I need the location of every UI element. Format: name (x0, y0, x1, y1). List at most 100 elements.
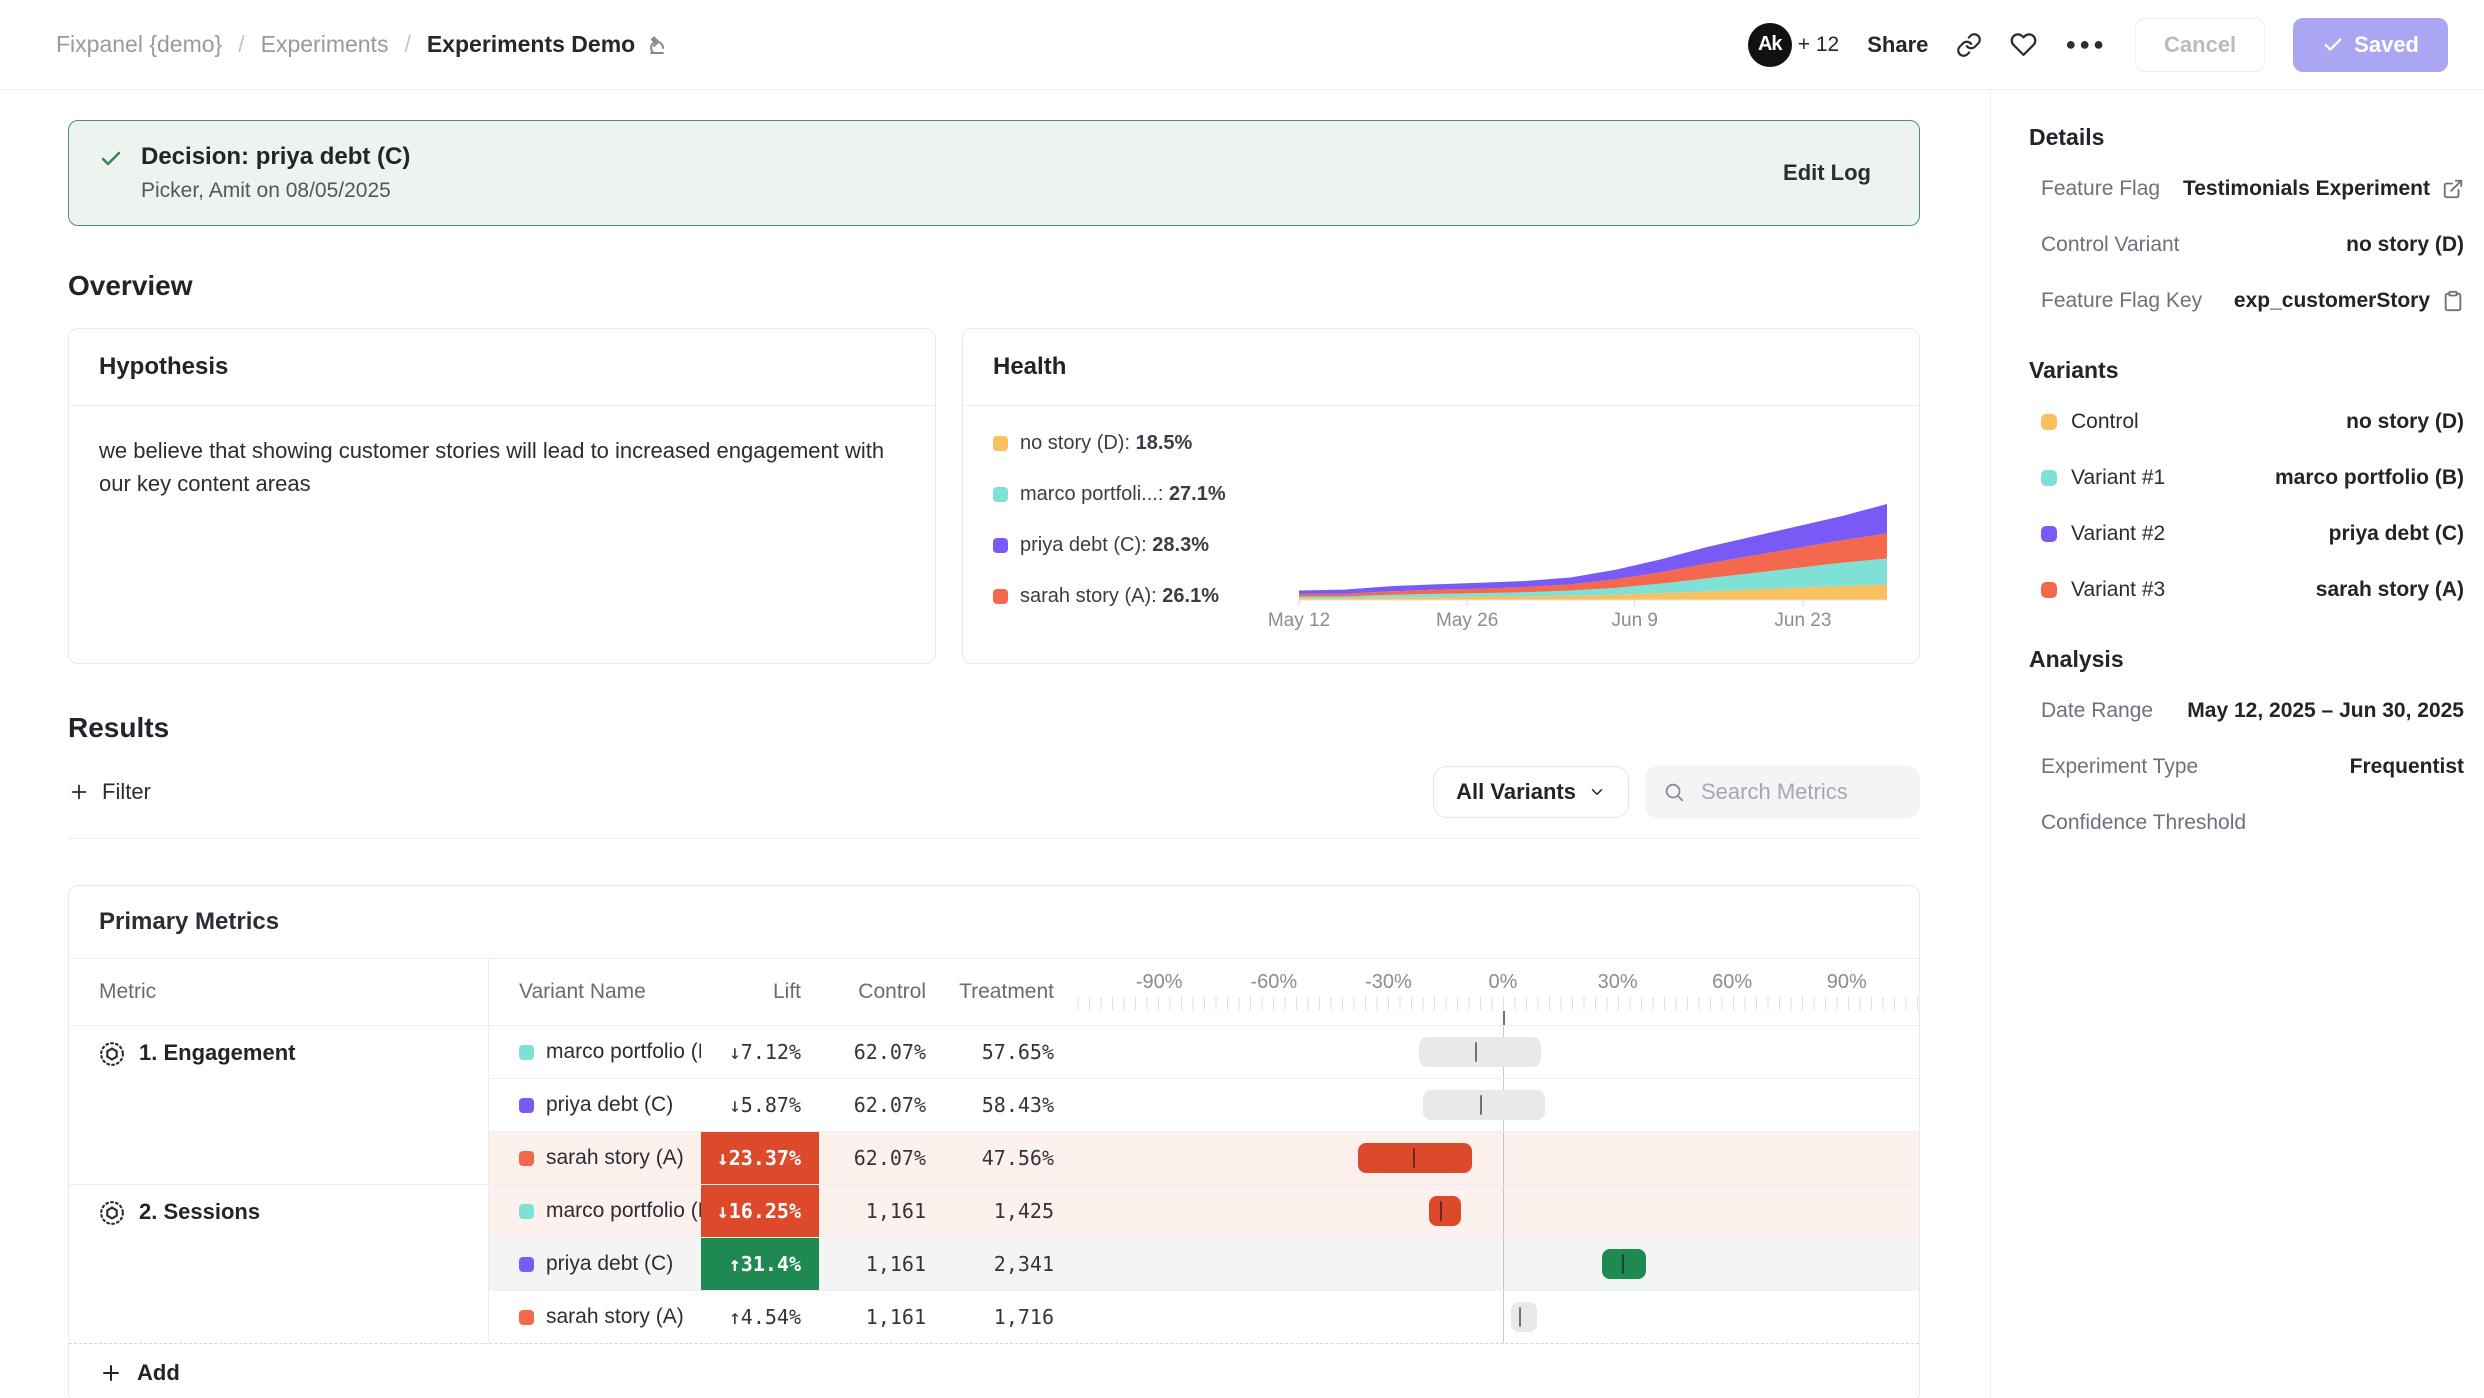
control-value: 62.07% (853, 1146, 926, 1170)
variant-label: Variant #1 (2071, 466, 2166, 489)
variant-value: priya debt (C) (2328, 522, 2464, 545)
legend-item: sarah story (A): 26.1% (993, 585, 1293, 608)
external-link-icon[interactable] (2442, 178, 2464, 200)
table-row[interactable]: priya debt (C) ↓5.87% 62.07% 58.43% (489, 1078, 1919, 1131)
lift-value: ↓23.37% (701, 1132, 819, 1184)
metric-cell[interactable]: 2. Sessions (69, 1185, 489, 1343)
variant-row: Variant #1 marco portfolio (B) (2029, 466, 2464, 490)
main-content: Decision: priya debt (C) Picker, Amit on… (0, 90, 1990, 1398)
legend-value: 27.1% (1168, 483, 1226, 505)
copy-link-icon[interactable] (1956, 32, 1982, 58)
share-button[interactable]: Share (1867, 31, 1929, 57)
more-options-icon[interactable]: ●●● (2065, 34, 2108, 54)
breadcrumb-separator: / (238, 31, 245, 57)
copy-clipboard-icon[interactable] (2442, 290, 2464, 312)
saved-button[interactable]: Saved (2293, 17, 2448, 72)
control-value: 1,161 (865, 1305, 926, 1329)
lift-value: ↓5.87% (728, 1093, 801, 1117)
decision-subtitle: Picker, Amit on 08/05/2025 (141, 179, 391, 202)
variant-cell: priya debt (C) (489, 1093, 701, 1117)
hypothesis-body: we believe that showing customer stories… (99, 438, 885, 496)
ci-axis: -90% -60% -30% 0% 30% 60% 90% (1072, 959, 1919, 1025)
treatment-value: 1,716 (993, 1305, 1054, 1329)
variant-cell: priya debt (C) (489, 1252, 701, 1276)
table-row[interactable]: priya debt (C) ↑31.4% 1,161 2,341 (489, 1237, 1919, 1290)
lift-point-tick (1519, 1307, 1522, 1327)
search-icon (1663, 781, 1685, 803)
add-metric-button[interactable]: Add (99, 1360, 1919, 1386)
column-treatment: Treatment (959, 980, 1054, 1003)
plus-icon (71, 784, 87, 800)
ci-axis-ruler (1072, 997, 1919, 1010)
variant-name: priya debt (C) (546, 1252, 674, 1275)
decision-banner: Decision: priya debt (C) Picker, Amit on… (68, 120, 1920, 226)
confidence-interval-bar (1428, 1196, 1461, 1226)
lift-point-tick (1621, 1254, 1624, 1274)
health-card: Health no story (D): 18.5% marco portfoli… (962, 328, 1920, 664)
breadcrumb: Fixpanel {demo} / Experiments / Experime… (56, 31, 669, 58)
variant-row: Variant #3 sarah story (A) (2029, 578, 2464, 602)
svg-text:May 12: May 12 (1268, 610, 1330, 631)
avatar[interactable]: Ak (1747, 22, 1792, 67)
edit-log-button[interactable]: Edit Log (1783, 160, 1871, 185)
treatment-value: 1,425 (993, 1199, 1054, 1223)
variants-heading: Variants (2029, 357, 2119, 383)
date-range-row: Date Range May 12, 2025 – Jun 30, 2025 (2029, 699, 2464, 723)
breadcrumb-experiments[interactable]: Experiments (260, 31, 389, 57)
cancel-button[interactable]: Cancel (2135, 17, 2266, 72)
primary-metrics-card: Primary Metrics Metric Variant Name Lift… (68, 885, 1920, 1398)
favorite-heart-icon[interactable] (2010, 31, 2037, 58)
table-row[interactable]: marco portfolio (B)↓16.25% 1,161 1,425 (489, 1185, 1919, 1237)
feature-flag-label: Feature Flag (2041, 177, 2161, 200)
table-row[interactable]: marco portfolio (B) ↓7.12% 62.07% 57.65% (489, 1026, 1919, 1078)
variant-value: no story (D) (2346, 410, 2464, 433)
plus-icon (103, 1365, 119, 1381)
variant-swatch (519, 1203, 534, 1219)
add-filter-button[interactable]: Filter (68, 771, 151, 813)
variant-label: Variant #2 (2071, 522, 2166, 545)
ci-axis-tick-label: -60% (1250, 971, 1298, 993)
metric-cell[interactable]: 1. Engagement (69, 1026, 489, 1184)
legend-label: priya debt (C): 28.3% (1020, 534, 1209, 556)
table-row[interactable]: sarah story (A) ↑4.54% 1,161 1,716 (489, 1290, 1919, 1343)
breadcrumb-project[interactable]: Fixpanel {demo} (56, 31, 223, 57)
table-row[interactable]: sarah story (A) ↓23.37% 62.07% 47.56% (489, 1131, 1919, 1184)
control-variant-row: Control Variant no story (D) (2029, 233, 2464, 257)
top-bar: Fixpanel {demo} / Experiments / Experime… (0, 0, 2484, 90)
confidence-interval-cell (1072, 1079, 1919, 1131)
control-value: 62.07% (853, 1040, 926, 1064)
topbar-actions: Ak + 12 Share ●●● Cancel Saved (1747, 17, 2448, 72)
ci-axis-tick-label: -30% (1365, 971, 1412, 993)
lift-point-tick (1412, 1148, 1415, 1168)
ci-axis-tick-label: -90% (1135, 971, 1183, 993)
variant-swatch (519, 1044, 534, 1060)
search-metrics-input[interactable] (1699, 778, 1902, 806)
variant-label: Control (2071, 410, 2139, 433)
ci-axis-tick-label: 30% (1597, 971, 1638, 993)
lift-point-tick (1439, 1201, 1442, 1221)
search-metrics-box[interactable] (1645, 766, 1920, 818)
control-variant-label: Control Variant (2041, 233, 2180, 256)
legend-label: no story (D): 18.5% (1020, 432, 1193, 454)
variant-swatch (519, 1097, 534, 1113)
page-title: Experiments Demo (426, 31, 636, 57)
microscope-icon (650, 35, 665, 54)
variants-list: Control no story (D) Variant #1 marco portf… (2029, 410, 2464, 602)
legend-item: priya debt (C): 28.3% (993, 534, 1293, 557)
overview-heading: Overview (68, 270, 193, 301)
control-value: 1,161 (865, 1252, 926, 1276)
column-metric: Metric (69, 959, 489, 1025)
flag-key-row: Feature Flag Key exp_customerStory (2029, 289, 2464, 313)
collaborators[interactable]: Ak + 12 (1747, 22, 1839, 67)
variant-name: marco portfolio (B) (546, 1199, 701, 1222)
breadcrumb-current[interactable]: Experiments Demo (427, 31, 669, 58)
metric-target-icon (99, 1041, 125, 1067)
variants-dropdown[interactable]: All Variants (1433, 766, 1629, 818)
ci-axis-tick-label: 90% (1826, 971, 1867, 993)
feature-flag-value[interactable]: Testimonials Experiment (2182, 177, 2430, 200)
variant-swatch (2041, 470, 2057, 486)
lift-value: ↓7.12% (728, 1040, 801, 1064)
check-icon (2324, 37, 2342, 51)
variant-swatch (2041, 414, 2057, 430)
